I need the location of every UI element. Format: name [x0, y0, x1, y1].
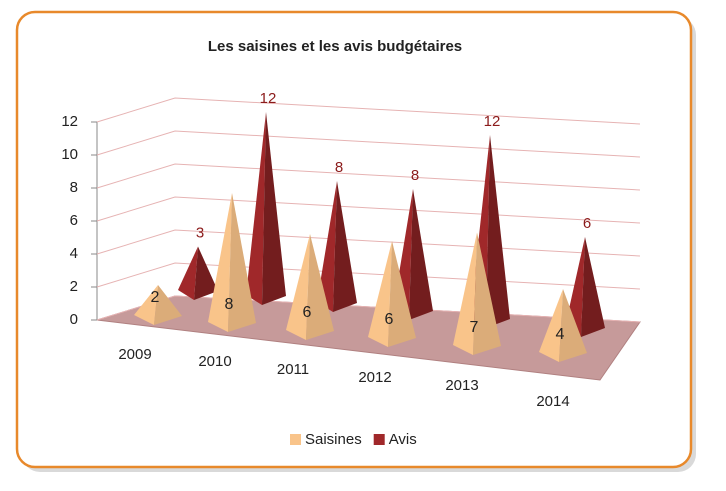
value-label: 6: [583, 215, 591, 232]
pyramid-face-right: [306, 234, 334, 340]
value-label: 8: [411, 167, 419, 184]
pyramid: [286, 234, 334, 340]
pyramid-face-right: [409, 189, 433, 320]
pyramid-face-right: [333, 181, 357, 312]
frame: [15, 10, 693, 469]
x-tick-label: 2010: [198, 353, 231, 370]
value-label: 8: [335, 159, 343, 176]
pyramid-face-left: [286, 234, 310, 340]
value-label: 6: [303, 304, 312, 321]
pyramid: [178, 246, 218, 300]
legend-swatch: [373, 434, 385, 445]
pyramid-face-right: [388, 241, 416, 347]
pyramid-face-left: [178, 246, 198, 300]
pyramid-face-left: [539, 289, 563, 362]
pyramid: [134, 285, 182, 325]
y-tick-label: 10: [61, 146, 78, 163]
legend-label: Avis: [389, 431, 417, 448]
value-label: 2: [151, 289, 160, 306]
pyramid-face-right: [559, 289, 587, 362]
value-label: 12: [260, 90, 277, 107]
x-tick-label: 2011: [277, 361, 309, 378]
y-tick-label: 0: [70, 311, 78, 328]
x-tick-label: 2009: [118, 346, 151, 363]
pyramid-face-right: [154, 285, 182, 325]
pyramid-face-left: [246, 112, 266, 305]
pyramid-face-right: [581, 237, 605, 337]
pyramid-face-right: [473, 232, 501, 355]
pyramid-face-right: [486, 135, 510, 328]
pyramid-face-left: [134, 285, 158, 325]
chart-title: Les saisines et les avis budgétaires: [208, 38, 462, 55]
pyramid-face-left: [368, 241, 392, 347]
grid-line: [96, 130, 641, 158]
pyramid-face-right: [194, 246, 218, 300]
x-tick-label: 2012: [358, 369, 391, 386]
pyramid: [453, 232, 501, 355]
legend-label: Saisines: [305, 431, 362, 448]
pyramid-face-left: [317, 181, 337, 312]
y-tick-label: 12: [61, 113, 78, 130]
pyramid-face-left: [208, 193, 232, 332]
pyramid: [539, 289, 587, 362]
value-label: 4: [556, 326, 565, 343]
value-label: 3: [196, 224, 204, 241]
pyramid-face-left: [453, 232, 477, 355]
y-tick-label: 2: [70, 278, 78, 295]
pyramid: [317, 181, 357, 312]
pyramid-face-right: [262, 112, 286, 305]
legend-swatch: [290, 434, 301, 445]
x-tick-label: 2013: [445, 377, 478, 394]
value-label: 8: [225, 296, 234, 313]
y-tick-label: 8: [70, 179, 78, 196]
value-label: 6: [385, 311, 394, 328]
x-tick-label: 2014: [536, 393, 569, 410]
pyramid-face-right: [228, 193, 256, 332]
value-label: 12: [484, 113, 501, 130]
grid-line: [96, 97, 641, 125]
pyramid: [246, 112, 286, 305]
y-tick-label: 4: [70, 245, 78, 262]
pyramid: [368, 241, 416, 347]
pyramid: [208, 193, 256, 332]
value-label: 7: [470, 319, 479, 336]
y-tick-label: 6: [70, 212, 78, 229]
